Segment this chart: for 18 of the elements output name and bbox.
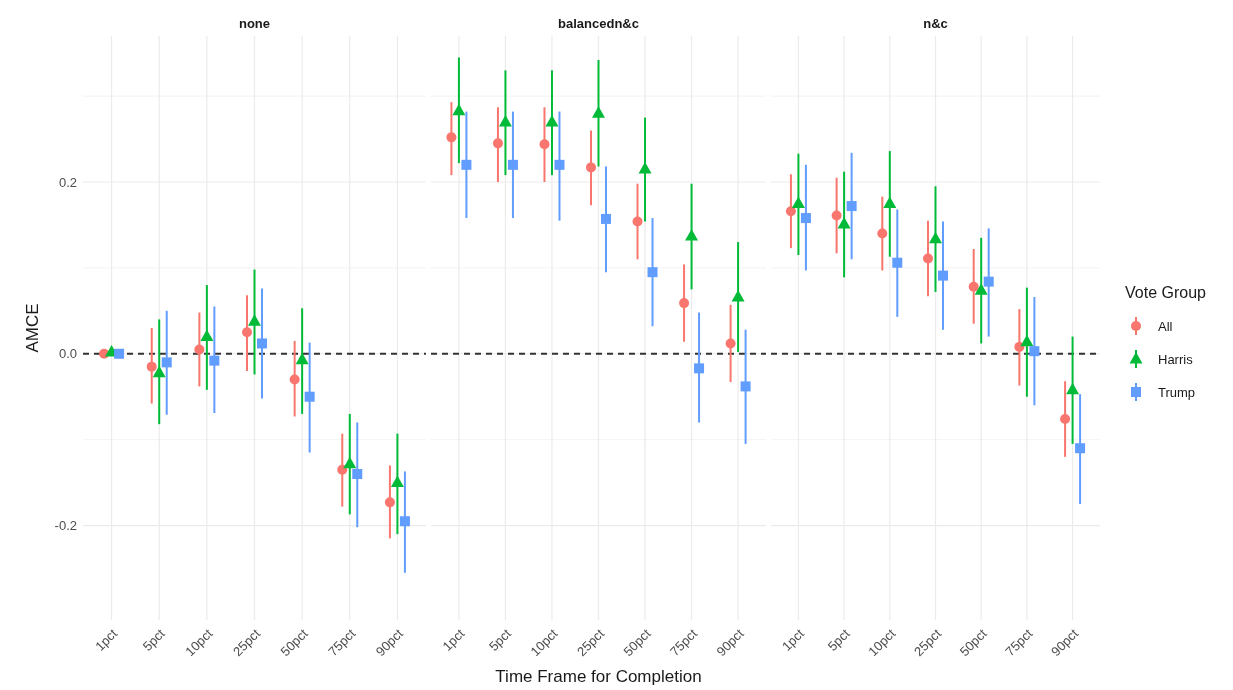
y-axis-title: AMCE <box>23 303 42 353</box>
x-tick-label: 5pct <box>139 625 169 654</box>
legend-label: All <box>1158 318 1173 334</box>
chart-title: n&c <box>923 16 948 31</box>
legend-label: Harris <box>1158 351 1194 367</box>
chart-title: none <box>238 16 271 31</box>
y-tick-label: 0.2 <box>58 174 77 190</box>
x-axis-title: Time Frame for Completion <box>495 667 702 686</box>
legend-title: Vote Group <box>1125 284 1207 301</box>
x-tick-label: 1pct <box>92 625 121 654</box>
x-tick-label: 1pct <box>439 625 468 654</box>
legend-label: Trump <box>1158 384 1196 400</box>
x-tick-label: 1pct <box>778 625 808 654</box>
x-tick-label: 5pct <box>824 625 853 654</box>
x-tick-label: 5pct <box>486 625 515 654</box>
chart-title: balancedn&c <box>558 16 639 31</box>
y-tick-label: 0.0 <box>58 346 77 362</box>
y-tick-label: -0.2 <box>54 518 77 534</box>
